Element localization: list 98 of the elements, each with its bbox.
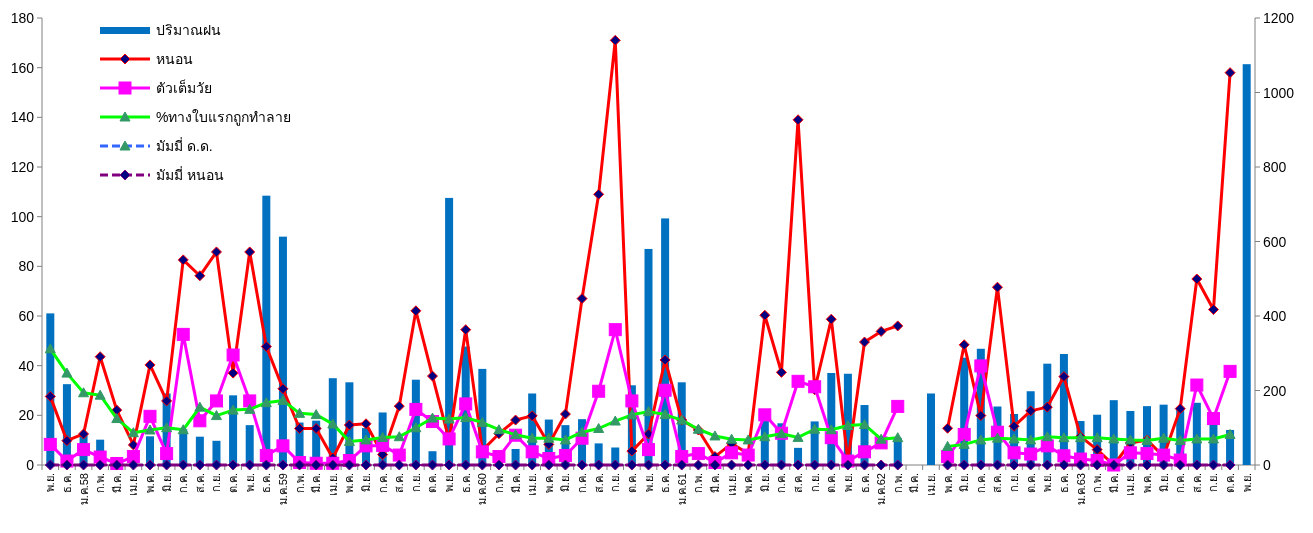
bar [1242, 64, 1251, 465]
x-tick-label: ต.ค. [1224, 473, 1237, 494]
x-tick-label: เม.ย. [326, 473, 339, 497]
x-tick-label: ม.ค.59 [276, 473, 289, 506]
y-tick-label: 140 [10, 109, 35, 126]
legend-label: มัมมี่ หนอน [156, 166, 224, 183]
x-tick-label: ต.ค. [426, 473, 439, 494]
x-tick-label: ส.ค. [792, 473, 805, 494]
y2-tick-label: 1200 [1263, 10, 1295, 26]
y-tick-label: 100 [10, 208, 35, 225]
x-tick-label: ส.ค. [991, 473, 1004, 494]
x-tick-label: ต.ค. [227, 473, 240, 494]
x-tick-label: ก.ค. [376, 473, 389, 494]
x-tick-label: ธ.ค. [260, 473, 273, 494]
x-tick-label: ก.ค. [1174, 473, 1187, 494]
x-tick-label: เม.ย. [924, 473, 937, 497]
x-tick-label: ก.พ. [492, 473, 505, 494]
y2-tick-label: 0 [1263, 457, 1271, 473]
x-tick-label: พ.ค. [144, 473, 157, 494]
x-tick-label: ม.ค.61 [675, 473, 688, 506]
x-tick-label: พ.ย. [841, 473, 854, 493]
x-tick-label: มิ.ย. [1157, 473, 1170, 493]
x-tick-label: ต.ค. [825, 473, 838, 494]
x-tick-label: พ.ค. [742, 473, 755, 494]
legend-label: ตัวเต็มวัย [156, 79, 212, 96]
x-tick-label: ก.พ. [1091, 473, 1104, 494]
x-tick-label: เม.ย. [127, 473, 140, 497]
x-tick-label: มี.ค. [310, 473, 323, 494]
x-tick-label: ก.ค. [177, 473, 190, 494]
y2-tick-label: 600 [1263, 233, 1287, 250]
x-tick-label: เม.ย. [725, 473, 738, 497]
x-tick-label: มี.ค. [110, 473, 123, 494]
x-tick-label: มี.ค. [509, 473, 522, 494]
y2-tick-label: 400 [1263, 308, 1287, 324]
y-tick-label: 60 [18, 308, 35, 324]
x-tick-label: เม.ย. [1124, 473, 1137, 497]
x-tick-label: พ.ค. [941, 473, 954, 494]
x-tick-label: ส.ค. [1190, 473, 1203, 494]
x-tick-label: มี.ค. [708, 473, 721, 494]
legend-label: มัมมี่ ด.ด. [156, 137, 213, 154]
x-tick-label: ก.พ. [293, 473, 306, 494]
x-tick-label: มี.ค. [1107, 473, 1120, 494]
x-tick-label: ม.ค.58 [77, 473, 90, 506]
legend-label: ปริมาณฝน [156, 22, 221, 38]
x-tick-label: ธ.ค. [1057, 473, 1070, 494]
y2-tick-label: 200 [1263, 382, 1287, 399]
x-tick-label: พ.ย. [443, 473, 456, 493]
y2-tick-label: 800 [1263, 159, 1287, 175]
x-tick-label: ส.ค. [393, 473, 406, 494]
x-tick-label: ธ.ค. [858, 473, 871, 494]
y-tick-label: 20 [18, 407, 35, 424]
x-tick-label: ม.ค.62 [875, 473, 888, 506]
x-tick-label: ก.ค. [576, 473, 589, 494]
y-tick-label: 0 [26, 457, 35, 473]
bar [926, 393, 935, 465]
x-tick-label: เม.ย. [526, 473, 539, 497]
x-tick-label: มิ.ย. [958, 473, 971, 493]
x-tick-label: ก.พ. [891, 473, 904, 494]
x-tick-label: พ.ย. [1041, 473, 1054, 493]
x-tick-label: มิ.ย. [758, 473, 771, 493]
x-tick-label: ก.ค. [775, 473, 788, 494]
x-tick-label: ก.ย. [609, 473, 622, 493]
y2-tick-label: 1000 [1263, 84, 1295, 101]
legend-label: หนอน [156, 51, 193, 67]
x-tick-label: ก.ย. [409, 473, 422, 493]
x-tick-label: พ.ย. [642, 473, 655, 493]
x-tick-label: พ.ค. [542, 473, 555, 494]
y-tick-label: 40 [18, 357, 35, 374]
x-tick-label: ก.พ. [692, 473, 705, 494]
x-tick-label: มิ.ย. [559, 473, 572, 493]
x-tick-label: ธ.ค. [659, 473, 672, 494]
x-tick-label: มิ.ย. [360, 473, 373, 493]
x-tick-label: พ.ค. [1140, 473, 1153, 494]
x-tick-label: มิ.ย. [160, 473, 173, 493]
y-tick-label: 160 [10, 59, 35, 76]
x-tick-label: ต.ค. [1024, 473, 1037, 494]
y-tick-label: 180 [10, 10, 35, 26]
x-tick-label: พ.ย. [243, 473, 256, 493]
x-tick-label: ต.ค. [625, 473, 638, 494]
x-tick-label: พ.ย. [44, 473, 57, 493]
x-tick-label: พ.ย. [1240, 473, 1253, 493]
x-tick-label: ส.ค. [592, 473, 605, 494]
x-tick-label: ส.ค. [193, 473, 206, 494]
x-tick-label: ก.ค. [974, 473, 987, 494]
y-tick-label: 80 [18, 258, 35, 275]
x-tick-label: ก.ย. [210, 473, 223, 493]
legend-label: %ทางใบแรกถูกทำลาย [156, 109, 292, 126]
x-tick-label: ธ.ค. [459, 473, 472, 494]
x-tick-label: ม.ค.60 [476, 473, 489, 506]
x-tick-label: พ.ค. [343, 473, 356, 494]
x-tick-label: ก.ย. [808, 473, 821, 493]
x-tick-label: ธ.ค. [60, 473, 73, 494]
x-tick-label: ก.พ. [94, 473, 107, 494]
x-tick-label: ม.ค.63 [1074, 473, 1087, 506]
y-tick-label: 120 [10, 159, 35, 175]
x-tick-label: ก.ย. [1008, 473, 1021, 493]
x-tick-label: ก.ย. [1207, 473, 1220, 493]
x-tick-label: มี.ค. [908, 473, 921, 494]
